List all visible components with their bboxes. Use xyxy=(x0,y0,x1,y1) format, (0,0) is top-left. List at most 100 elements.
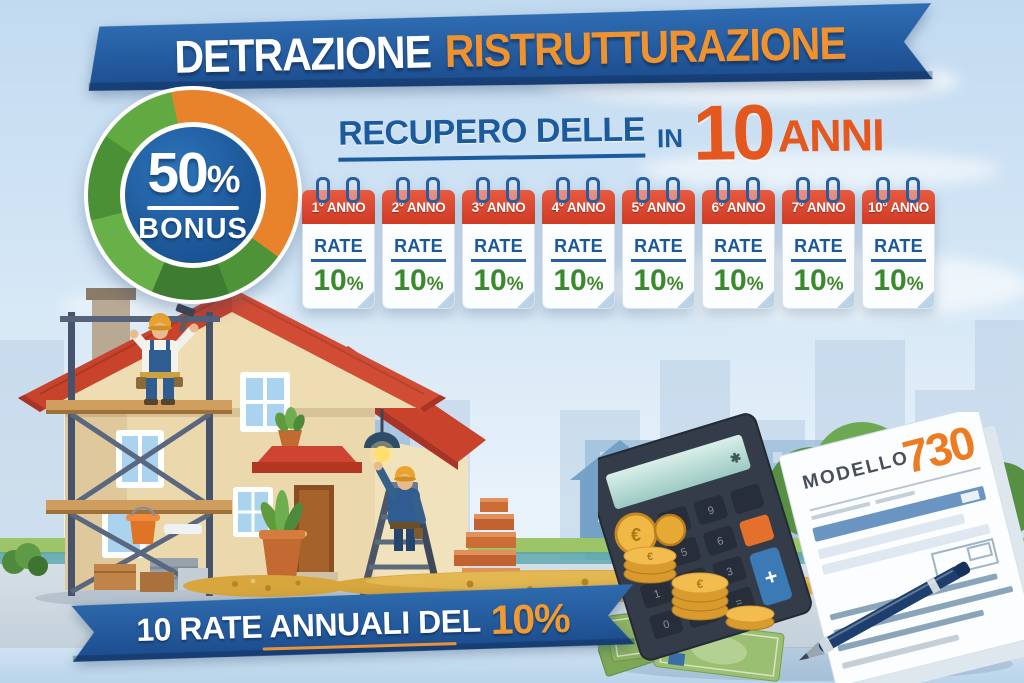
tax-paperwork-scene: MODELLO 730 xyxy=(598,412,1024,683)
calendar-card-year-1: 1° ANNO RATE 10% xyxy=(302,177,375,309)
bucket xyxy=(126,506,160,544)
rate-label: RATE xyxy=(311,236,366,262)
binder-ring-icon xyxy=(396,177,410,203)
rate-sign: % xyxy=(426,274,444,295)
rate-value: 10 xyxy=(393,264,427,297)
rate-label: RATE xyxy=(791,236,846,262)
binder-ring-icon xyxy=(476,177,490,203)
roof-worker xyxy=(129,303,199,405)
calendar-cards-row: 1° ANNO RATE 10% 2° ANNO RATE 10% 3° ANN… xyxy=(302,176,947,309)
binder-ring-icon xyxy=(316,177,330,203)
page-curl-icon xyxy=(357,291,374,308)
rate-label: RATE xyxy=(391,236,446,262)
euro-symbol: € xyxy=(631,525,641,545)
sand-mound-small xyxy=(183,575,347,597)
mortar-tray xyxy=(164,524,202,534)
orange-key xyxy=(739,514,774,547)
rate-value: 10 xyxy=(873,264,907,297)
page-curl-icon xyxy=(837,291,854,308)
badge-inner-circle: 50% BONUS xyxy=(120,122,266,268)
electrician-worker xyxy=(373,461,426,551)
calendar-year-label: 7° ANNO xyxy=(782,190,855,224)
house-renovation-illustration xyxy=(18,288,520,610)
rate-label: RATE xyxy=(871,236,926,262)
rate-sign: % xyxy=(826,274,844,295)
key-label: = xyxy=(734,596,744,609)
binder-ring-icon xyxy=(346,177,360,203)
key-label: 1 xyxy=(652,588,661,601)
rate-label: RATE xyxy=(631,236,686,262)
key-label: 9 xyxy=(706,504,715,517)
key-label: 6 xyxy=(716,535,725,548)
calendar-card-year-5: 5° ANNO RATE 10% xyxy=(622,177,695,309)
binder-ring-icon xyxy=(506,177,520,203)
subtitle-unit: ANNI xyxy=(777,109,885,162)
footer-ribbon-shape xyxy=(71,584,635,662)
binder-ring-icon xyxy=(796,177,810,203)
binder-ring-icon xyxy=(906,177,920,203)
binder-ring-icon xyxy=(716,177,730,203)
rate-value: 10 xyxy=(713,264,747,297)
title-banner: DETRAZIONE RISTRUTTURAZIONE xyxy=(79,3,940,97)
rate-sign: % xyxy=(666,274,684,295)
pen xyxy=(799,561,971,661)
rate-sign: % xyxy=(586,274,604,295)
calendar-year-label: 6° ANNO xyxy=(702,190,775,224)
rate-value: 10 xyxy=(793,264,827,297)
modello-730-form: MODELLO 730 xyxy=(778,412,1024,683)
badge-value: 50 xyxy=(147,140,208,205)
calendar-card-year-7: 7° ANNO RATE 10% xyxy=(782,177,855,309)
subtitle: RECUPERO DELLE IN 10 ANNI xyxy=(285,88,936,178)
page-curl-icon xyxy=(517,291,534,308)
binder-ring-icon xyxy=(586,177,600,203)
calendar-card-year-4: 4° ANNO RATE 10% xyxy=(542,177,615,309)
rate-value: 10 xyxy=(473,264,507,297)
rate-sign: % xyxy=(746,274,764,295)
page-curl-icon xyxy=(597,291,614,308)
calendar-year-label: 5° ANNO xyxy=(622,190,695,224)
rate-sign: % xyxy=(346,274,364,295)
key-label: 3 xyxy=(725,566,734,579)
calendar-year-label: 2° ANNO xyxy=(382,190,455,224)
lower-window xyxy=(233,487,273,537)
page-curl-icon xyxy=(437,291,454,308)
calendar-card-year-10: 10° ANNO RATE 10% xyxy=(862,177,935,309)
binder-ring-icon xyxy=(426,177,440,203)
calendar-year-label: 10° ANNO xyxy=(862,190,935,224)
front-plant xyxy=(259,490,305,578)
calculator-screen xyxy=(606,434,751,509)
rate-label: RATE xyxy=(471,236,526,262)
key-label: 0 xyxy=(662,618,671,631)
binder-ring-icon xyxy=(666,177,680,203)
bush xyxy=(2,543,48,576)
binder-ring-icon xyxy=(556,177,570,203)
calendar-year-label: 3° ANNO xyxy=(462,190,535,224)
binder-ring-icon xyxy=(876,177,890,203)
bonus-badge: 50% BONUS xyxy=(84,86,302,304)
page-curl-icon xyxy=(677,291,694,308)
rate-sign: % xyxy=(506,274,524,295)
calendar-year-label: 4° ANNO xyxy=(542,190,615,224)
euro-symbol: € xyxy=(647,551,653,563)
pendant-lamp xyxy=(364,409,400,467)
badge-percent-sign: % xyxy=(206,158,241,201)
key-label: 5 xyxy=(679,546,688,559)
porch-plant xyxy=(275,407,305,446)
calendar-year-label: 1° ANNO xyxy=(302,190,375,224)
rate-label: RATE xyxy=(551,236,606,262)
binder-ring-icon xyxy=(636,177,650,203)
footer-text: 10 RATE ANNUALI DEL xyxy=(135,601,482,648)
page-curl-icon xyxy=(757,291,774,308)
screen-symbol: ✱ xyxy=(728,449,743,467)
footer-banner: 10 RATE ANNUALI DEL 10% xyxy=(67,584,639,664)
footer-highlight: 10% xyxy=(489,594,571,643)
note-stamp xyxy=(667,652,686,666)
rate-value: 10 xyxy=(553,264,587,297)
rate-sign: % xyxy=(906,274,924,295)
title-ribbon-shape xyxy=(88,3,933,91)
subtitle-connector: IN xyxy=(656,122,684,153)
cloud xyxy=(640,150,1000,190)
binder-ring-icon xyxy=(826,177,840,203)
euro-coins: € € € xyxy=(614,512,775,631)
rate-value: 10 xyxy=(633,264,667,297)
